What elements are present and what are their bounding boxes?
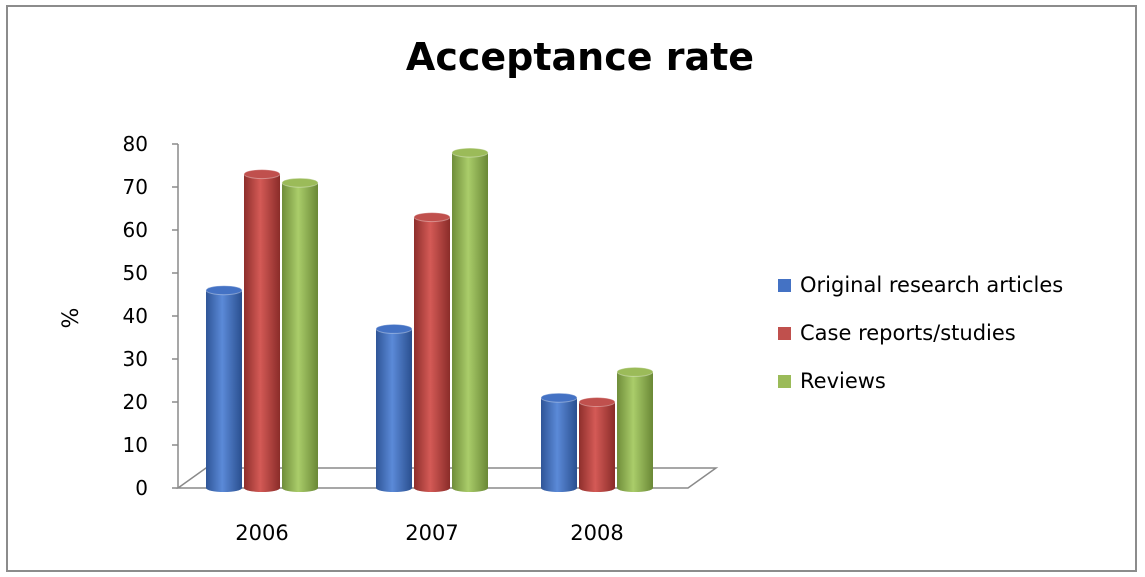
- legend-label: Reviews: [800, 369, 886, 393]
- bar-base: [541, 484, 577, 492]
- y-tick-label: 0: [135, 476, 148, 500]
- bar-body: [376, 328, 412, 488]
- bar-body: [282, 182, 318, 488]
- x-category-label: 2007: [405, 521, 458, 545]
- bar-top: [451, 147, 489, 158]
- bar: [243, 169, 281, 492]
- bar-top: [578, 397, 616, 407]
- legend-label: Original research articles: [800, 273, 1063, 297]
- bar-body: [579, 402, 615, 488]
- bar-body: [452, 152, 488, 488]
- y-tick-label: 30: [123, 347, 148, 371]
- chart-title: Acceptance rate: [406, 35, 754, 79]
- bar: [281, 177, 319, 492]
- bar-base: [617, 484, 653, 492]
- bar: [413, 212, 451, 492]
- legend-label: Case reports/studies: [800, 321, 1016, 345]
- bar-top: [205, 285, 243, 296]
- y-tick-label: 10: [123, 433, 148, 457]
- y-tick-label: 40: [123, 304, 148, 328]
- legend: Original research articles Case reports/s…: [778, 273, 1063, 393]
- bar-top: [375, 323, 413, 334]
- bar-base: [244, 484, 280, 492]
- bar: [205, 285, 243, 492]
- bar: [616, 366, 654, 492]
- bar-base: [376, 484, 412, 492]
- bar-top: [243, 169, 281, 180]
- bar-top: [540, 392, 578, 403]
- y-axis-label: %: [59, 308, 84, 329]
- bar-base: [282, 484, 318, 492]
- legend-swatch: [778, 327, 791, 340]
- bar-top: [413, 212, 451, 223]
- bar-base: [206, 484, 242, 492]
- x-axis-labels: 2006 2007 2008: [235, 521, 623, 545]
- bar: [578, 397, 616, 492]
- y-tick-label: 70: [123, 175, 148, 199]
- bar-base: [452, 484, 488, 492]
- bar-top: [616, 366, 654, 377]
- x-category-label: 2008: [570, 521, 623, 545]
- bars-group: [205, 147, 654, 492]
- bar-body: [617, 371, 653, 488]
- bar-body: [541, 397, 577, 488]
- bar: [375, 323, 413, 492]
- y-tick-label: 50: [123, 261, 148, 285]
- bar-top: [281, 177, 319, 188]
- bar-body: [206, 290, 242, 488]
- x-category-label: 2006: [235, 521, 288, 545]
- bar: [540, 392, 578, 492]
- legend-swatch: [778, 375, 791, 388]
- y-tick-label: 60: [123, 218, 148, 242]
- bar-base: [579, 484, 615, 492]
- bar: [451, 147, 489, 492]
- bar-body: [414, 217, 450, 488]
- y-tick-label: 80: [123, 132, 148, 156]
- bar-body: [244, 174, 280, 488]
- y-axis: 0 10 20 30 40 50 60 70 80: [123, 132, 179, 500]
- legend-swatch: [778, 279, 791, 292]
- y-tick-label: 20: [123, 390, 148, 414]
- bar-base: [414, 484, 450, 492]
